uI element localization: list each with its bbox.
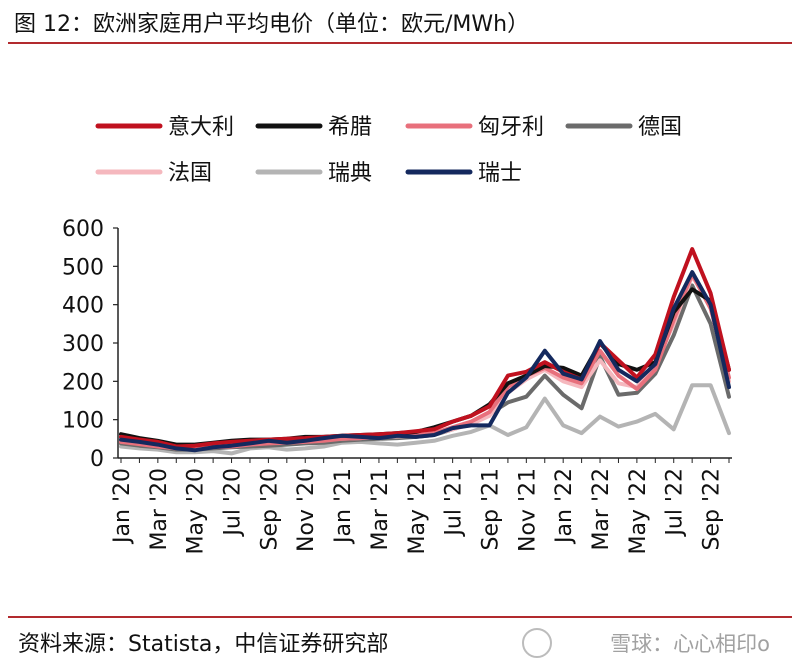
source-note: 资料来源：Statista，中信证券研究部: [18, 632, 389, 657]
x-tick-label: Sep '21: [478, 468, 503, 551]
snowball-logo-icon: [522, 628, 552, 658]
legend-label: 德国: [638, 115, 682, 140]
x-tick-label: Jan '20: [110, 468, 135, 545]
x-tick-label: Mar '21: [368, 468, 393, 551]
x-tick-label: Jan '21: [331, 468, 356, 545]
legend-label: 匈牙利: [478, 115, 544, 140]
y-tick-label: 100: [62, 409, 104, 434]
header-rule: [8, 42, 792, 44]
chart-title: 图 12：欧洲家庭用户平均电价（单位：欧元/MWh）: [14, 12, 530, 37]
x-tick-label: Jul '22: [663, 468, 688, 538]
footer-rule: [8, 616, 792, 618]
x-tick-label: Nov '21: [515, 468, 540, 552]
x-tick-label: Mar '22: [589, 468, 614, 551]
x-tick-label: May '20: [184, 468, 209, 555]
y-tick-label: 400: [62, 294, 104, 319]
y-tick-label: 300: [62, 332, 104, 357]
legend-label: 意大利: [168, 115, 234, 140]
legend-label: 瑞典: [328, 161, 372, 186]
x-tick-label: May '22: [626, 468, 651, 555]
legend-label: 瑞士: [478, 161, 522, 186]
y-tick-label: 500: [62, 255, 104, 280]
series-line-1: [119, 247, 731, 449]
chart: 0 100 200 300 400 500 600 Jan '20 Mar '20 May '20…: [62, 115, 732, 555]
y-tick-label: 200: [62, 370, 104, 395]
x-tick-label: Jul '21: [442, 468, 467, 538]
x-tick-label: Jul '20: [221, 468, 246, 538]
x-tick-label: Nov '20: [294, 468, 319, 552]
x-tick-label: May '21: [405, 468, 430, 555]
y-tick-label: 600: [62, 217, 104, 242]
series-line-7: [119, 270, 731, 453]
y-tick-label: 0: [90, 447, 104, 472]
series-line-6: [119, 383, 731, 456]
watermark: 雪球：心心相印o: [610, 632, 770, 656]
x-tick-label: Sep '22: [700, 468, 725, 551]
x-tick-label: Jan '22: [552, 468, 577, 545]
x-tick-label: Mar '20: [147, 468, 172, 551]
x-tick-label: Sep '20: [257, 468, 282, 551]
legend-label: 法国: [168, 161, 212, 186]
legend-label: 希腊: [328, 115, 372, 140]
